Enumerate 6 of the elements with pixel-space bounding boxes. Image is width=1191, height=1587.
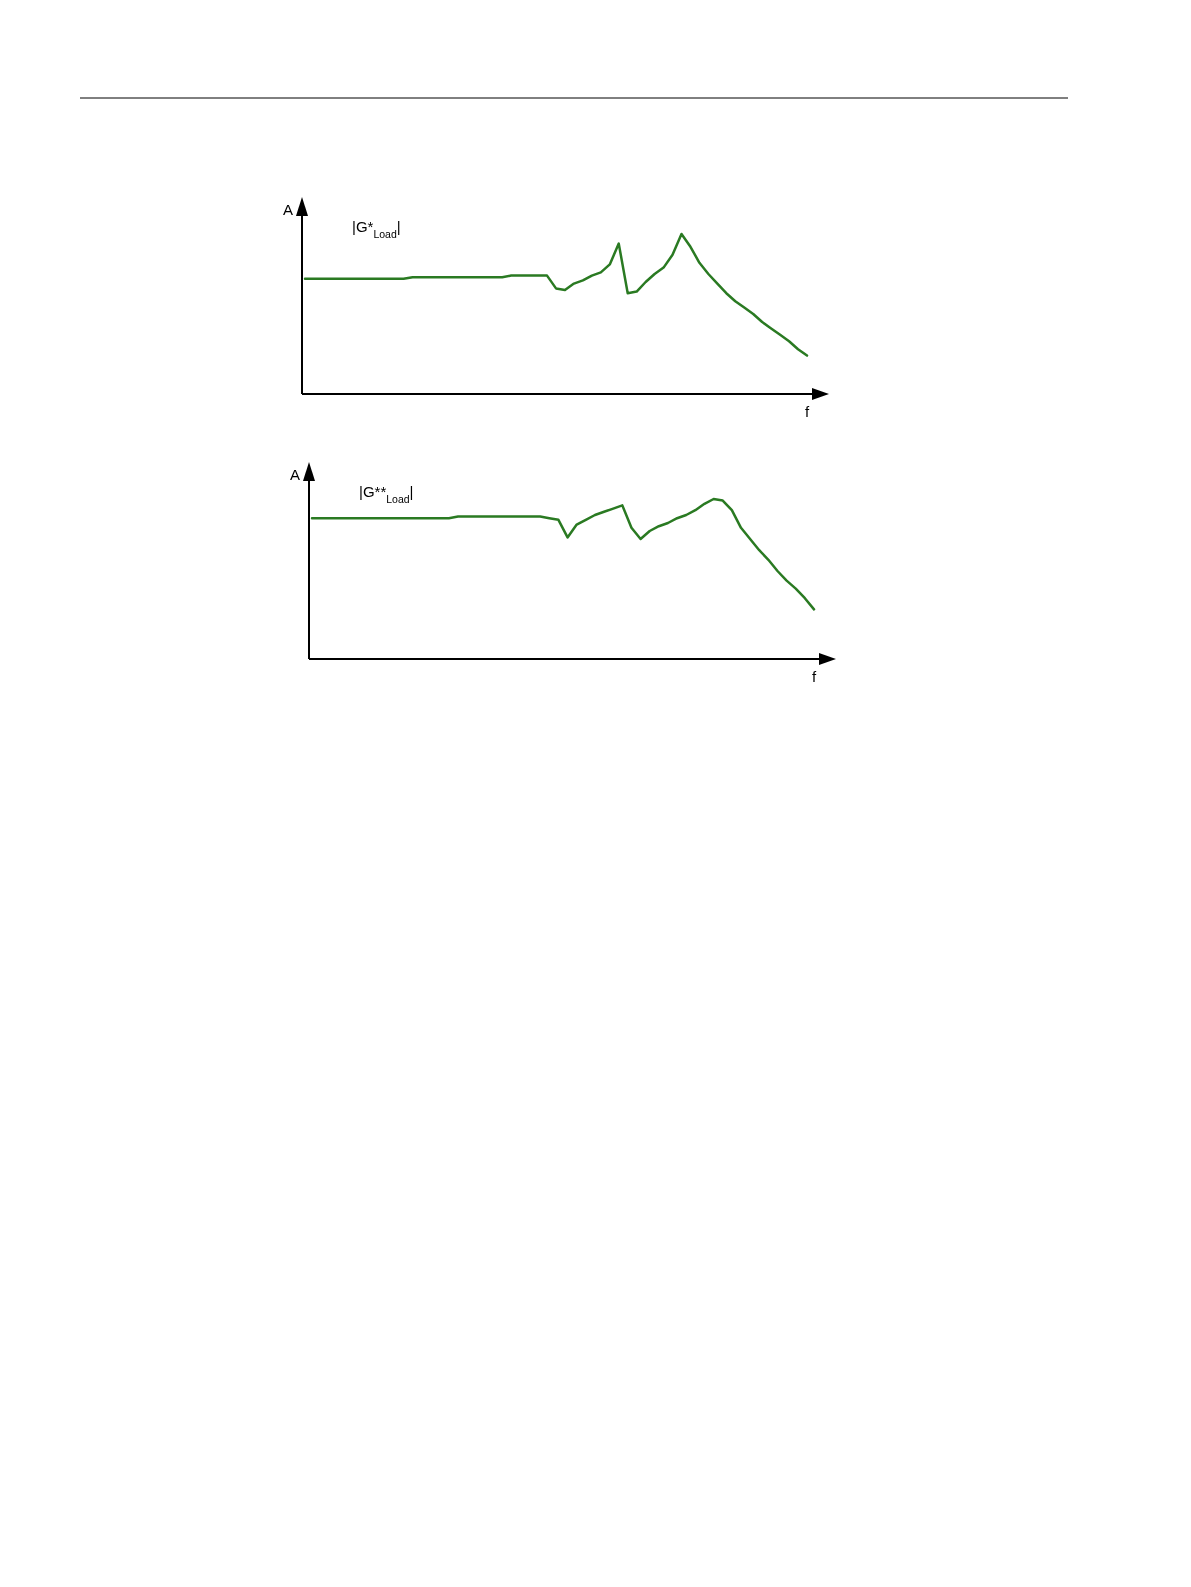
- x-axis-title: f: [811, 668, 817, 685]
- annotation: |G*$_{Load}$|: [352, 218, 401, 240]
- y-axis-title: A: [282, 201, 294, 218]
- y-axis-title: A: [289, 466, 301, 483]
- x-axis-title: f: [804, 403, 810, 420]
- annotation: |G**$_{Load}$|: [359, 483, 414, 505]
